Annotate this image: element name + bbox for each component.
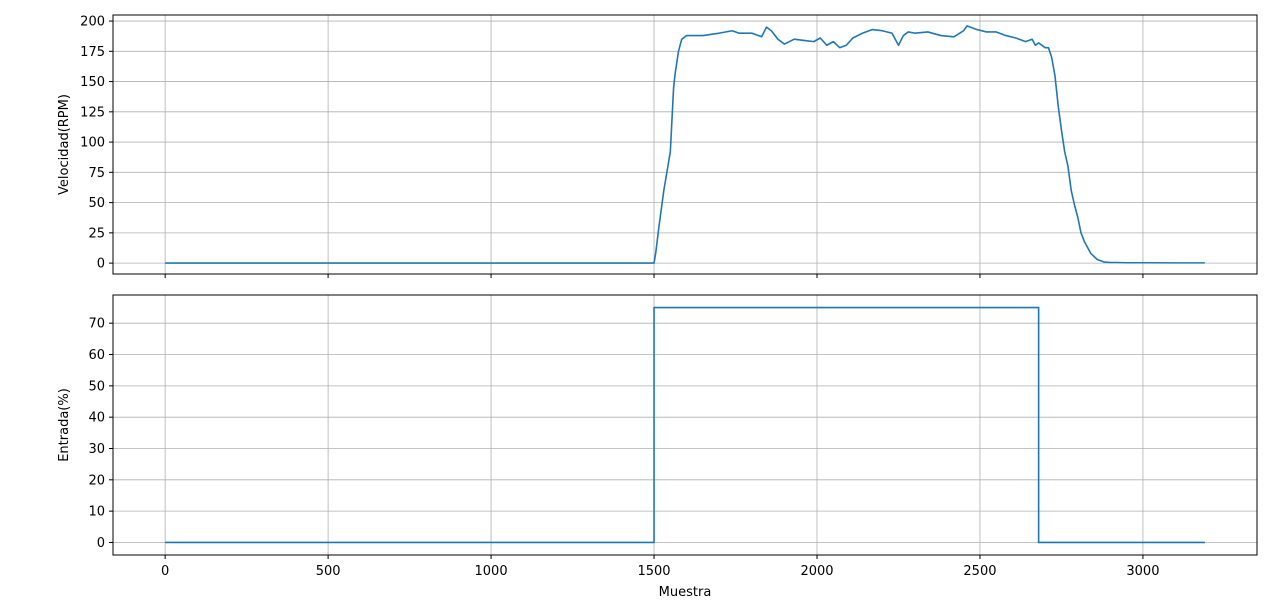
input-chart-xtick-label: 1500 — [637, 564, 670, 579]
speed-chart-ytick-label: 75 — [88, 166, 105, 181]
input-chart-xtick-label: 0 — [161, 564, 169, 579]
speed-chart-ytick-label: 50 — [88, 196, 105, 211]
input-chart-panel: 0 500 1000 1500 2000 2500 3000010203040506070 … — [57, 294, 1258, 600]
input-chart-ytick-label: 30 — [88, 442, 105, 457]
speed-chart-ylabel: Velocidad(RPM) — [57, 94, 72, 195]
speed-chart-ytick-label: 25 — [88, 226, 105, 241]
speed-chart-series-layer — [165, 25, 1205, 264]
input-chart-ylabel: Entrada(%) — [57, 388, 72, 462]
input-chart-ytick-label: 20 — [88, 473, 105, 488]
input-chart-frame — [112, 294, 1258, 556]
input-chart-xtick-label: 1000 — [475, 564, 508, 579]
input-chart-series-line — [165, 306, 1205, 544]
input-chart-ytick-label: 70 — [88, 317, 105, 332]
input-chart-xtick-label: 3000 — [1126, 564, 1159, 579]
input-chart-ytick-label: 50 — [88, 379, 105, 394]
input-chart-xtick-label: 2500 — [963, 564, 996, 579]
speed-chart-grid — [113, 15, 1257, 274]
speed-chart-ticks: 0 25 50 75 100 125 150 175 200 — [80, 15, 1144, 278]
speed-chart-ytick-label: 200 — [80, 15, 105, 30]
input-chart-ytick-label: 0 — [97, 536, 105, 551]
speed-chart-ytick-label: 100 — [80, 136, 105, 151]
input-chart-ytick-label: 40 — [88, 411, 105, 426]
input-chart-series-layer — [165, 306, 1205, 544]
speed-chart-ytick-label: 175 — [80, 45, 105, 60]
input-chart-ticks: 0 500 1000 1500 2000 2500 3000 0 10 20 30 40 50 60 70 — [88, 317, 1159, 579]
speed-chart-panel: 0 25 50 75 100 125 150 175 200 Velocidad(RPM) — [57, 14, 1258, 278]
input-chart-xtick-label: 500 — [316, 564, 341, 579]
input-chart-ytick-label: 60 — [88, 348, 105, 363]
speed-chart-ytick-label: 0 — [97, 257, 105, 272]
speed-chart-ytick-label: 125 — [80, 105, 105, 120]
speed-chart-frame — [112, 14, 1258, 275]
speed-chart-series-line — [165, 25, 1205, 264]
input-chart-xtick-label: 2000 — [800, 564, 833, 579]
input-chart-xlabel: Muestra — [659, 585, 712, 600]
speed-chart-ytick-label: 150 — [80, 75, 105, 90]
input-chart-grid — [113, 295, 1257, 555]
input-chart-ytick-label: 10 — [88, 505, 105, 520]
